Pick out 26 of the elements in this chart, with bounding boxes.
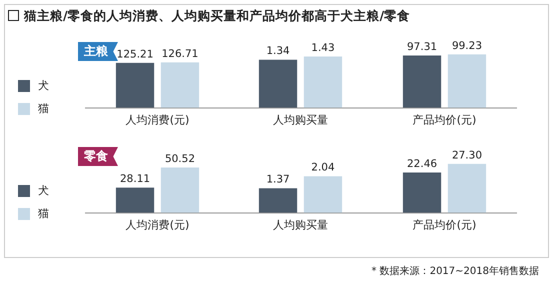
x-tick-label: 人均购买量 <box>273 218 328 232</box>
legend-label: 犬 <box>38 183 49 198</box>
data-label: 1.34 <box>266 45 290 58</box>
data-label: 1.43 <box>311 42 335 54</box>
data-label: 28.11 <box>120 173 150 186</box>
data-label: 27.30 <box>452 149 482 162</box>
chart-subtitle: 主粮 <box>78 42 118 61</box>
x-tick-label: 人均消费(元) <box>126 113 190 126</box>
x-tick-label: 人均消费(元) <box>126 218 190 232</box>
legend-label: 猫 <box>38 101 49 116</box>
data-label: 97.31 <box>406 40 438 53</box>
data-label: 126.71 <box>162 48 198 60</box>
x-tick-label: 产品均价(元) <box>412 113 476 126</box>
data-label: 22.46 <box>406 158 438 170</box>
data-label: 1.37 <box>266 174 290 186</box>
chart-subtitle: 零食 <box>78 147 118 166</box>
legend-label: 猫 <box>38 206 49 221</box>
data-label: 2.04 <box>311 162 335 174</box>
data-label: 125.21 <box>116 48 154 60</box>
data-label: 99.23 <box>452 40 482 52</box>
x-tick-label: 人均购买量 <box>273 113 328 126</box>
data-label: 50.52 <box>164 152 196 165</box>
text: * 数据来源：2017~2018年销售数据 <box>372 264 539 278</box>
legend-label: 犬 <box>38 78 49 93</box>
x-tick-label: 产品均价(元) <box>412 218 476 232</box>
chart-title: 猫主粮/零食的人均消费、人均购买量和产品均价都高于犬主粮/零食 <box>24 8 410 25</box>
